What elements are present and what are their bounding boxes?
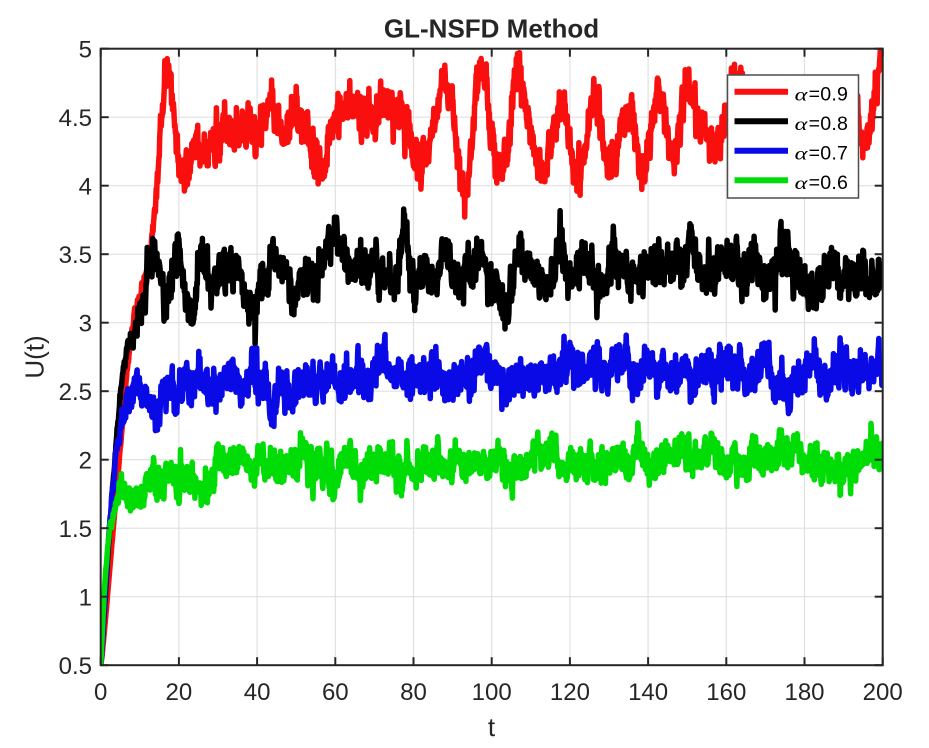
svg-text:0: 0: [94, 679, 107, 706]
svg-text:U(t): U(t): [20, 335, 50, 378]
svg-text:140: 140: [628, 679, 668, 706]
svg-text:α: α: [795, 173, 809, 193]
svg-text:2.5: 2.5: [59, 379, 92, 406]
svg-text:2: 2: [79, 448, 92, 475]
svg-text:α: α: [795, 84, 809, 104]
svg-text:t: t: [488, 712, 496, 742]
svg-text:α: α: [795, 143, 809, 163]
svg-text:160: 160: [706, 679, 746, 706]
svg-text:80: 80: [400, 679, 427, 706]
svg-text:20: 20: [166, 679, 193, 706]
svg-text:120: 120: [550, 679, 590, 706]
svg-text:180: 180: [784, 679, 824, 706]
svg-text:=0.6: =0.6: [809, 172, 848, 194]
svg-text:4.5: 4.5: [59, 105, 92, 132]
svg-text:=0.8: =0.8: [809, 113, 848, 135]
svg-text:3: 3: [79, 311, 92, 338]
svg-text:5: 5: [79, 37, 92, 64]
svg-text:100: 100: [472, 679, 512, 706]
svg-text:40: 40: [244, 679, 271, 706]
svg-text:0.5: 0.5: [59, 653, 92, 680]
svg-text:3.5: 3.5: [59, 242, 92, 269]
svg-text:1.5: 1.5: [59, 516, 92, 543]
svg-text:4: 4: [79, 174, 92, 201]
svg-text:1: 1: [79, 585, 92, 612]
svg-text:=0.9: =0.9: [809, 83, 848, 105]
svg-text:200: 200: [863, 679, 903, 706]
svg-text:=0.7: =0.7: [809, 142, 848, 164]
svg-text:α: α: [795, 114, 809, 134]
svg-text:60: 60: [322, 679, 349, 706]
svg-text:GL-NSFD Method: GL-NSFD Method: [384, 14, 599, 44]
